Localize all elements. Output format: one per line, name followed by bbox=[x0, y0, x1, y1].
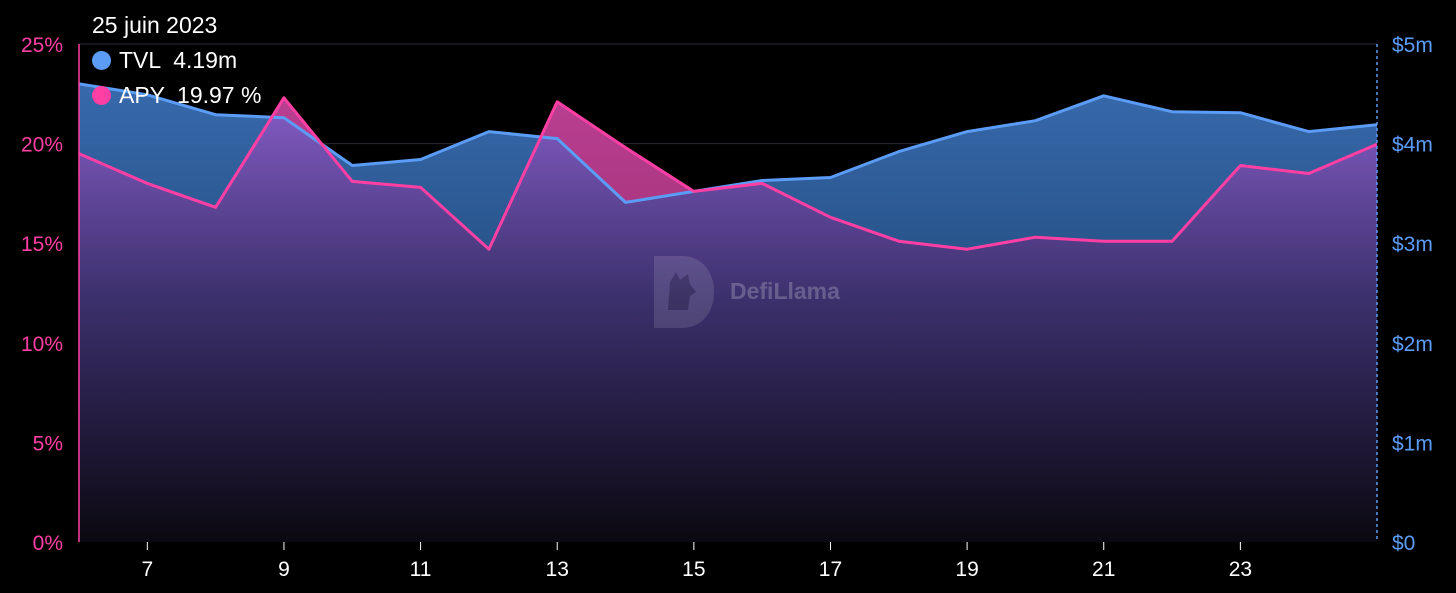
tooltip-apy-value: 19.97 % bbox=[177, 82, 262, 108]
tooltip-tvl-label: TVL bbox=[119, 47, 162, 73]
left-tick-label: 5% bbox=[33, 432, 63, 455]
x-tick-label: 11 bbox=[410, 558, 432, 581]
x-tick-label: 7 bbox=[141, 558, 153, 581]
left-tick-label: 10% bbox=[21, 333, 63, 356]
x-tick-label: 23 bbox=[1229, 558, 1252, 581]
apy-area bbox=[79, 97, 1377, 542]
right-tick-label: $4m bbox=[1392, 134, 1433, 157]
x-tick-label: 13 bbox=[546, 558, 569, 581]
apy-legend-dot bbox=[92, 85, 111, 105]
defillama-logo-icon bbox=[654, 256, 714, 328]
tooltip-apy-label: APY bbox=[119, 82, 166, 108]
tvl-legend-dot bbox=[92, 50, 111, 70]
x-tick-label: 15 bbox=[682, 558, 705, 581]
right-tick-label: $2m bbox=[1392, 333, 1433, 356]
x-tick-label: 19 bbox=[955, 558, 978, 581]
tooltip-apy-row: APY 19.97 % bbox=[92, 80, 261, 110]
right-tick-label: $0 bbox=[1392, 532, 1415, 555]
left-tick-label: 0% bbox=[33, 532, 63, 555]
right-tick-label: $5m bbox=[1392, 34, 1433, 57]
apy-line bbox=[79, 96, 1377, 251]
watermark-text: DefiLlama bbox=[730, 277, 840, 304]
right-tick-label: $3m bbox=[1392, 233, 1433, 256]
x-tick-label: 17 bbox=[819, 558, 842, 581]
tooltip-date: 25 juin 2023 bbox=[92, 12, 218, 38]
chart-tooltip: 25 juin 2023 TVL 4.19m APY 19.97 % bbox=[92, 10, 261, 110]
left-tick-label: 25% bbox=[21, 34, 63, 57]
x-tick-label: 21 bbox=[1092, 558, 1115, 581]
left-tick-label: 20% bbox=[21, 134, 63, 157]
defillama-watermark: DefiLlama bbox=[650, 252, 840, 330]
right-tick-label: $1m bbox=[1392, 432, 1433, 455]
x-tick-label: 9 bbox=[278, 558, 290, 581]
tooltip-tvl-row: TVL 4.19m bbox=[92, 45, 261, 75]
tooltip-tvl-value: 4.19m bbox=[173, 47, 238, 73]
left-tick-label: 15% bbox=[21, 233, 63, 256]
